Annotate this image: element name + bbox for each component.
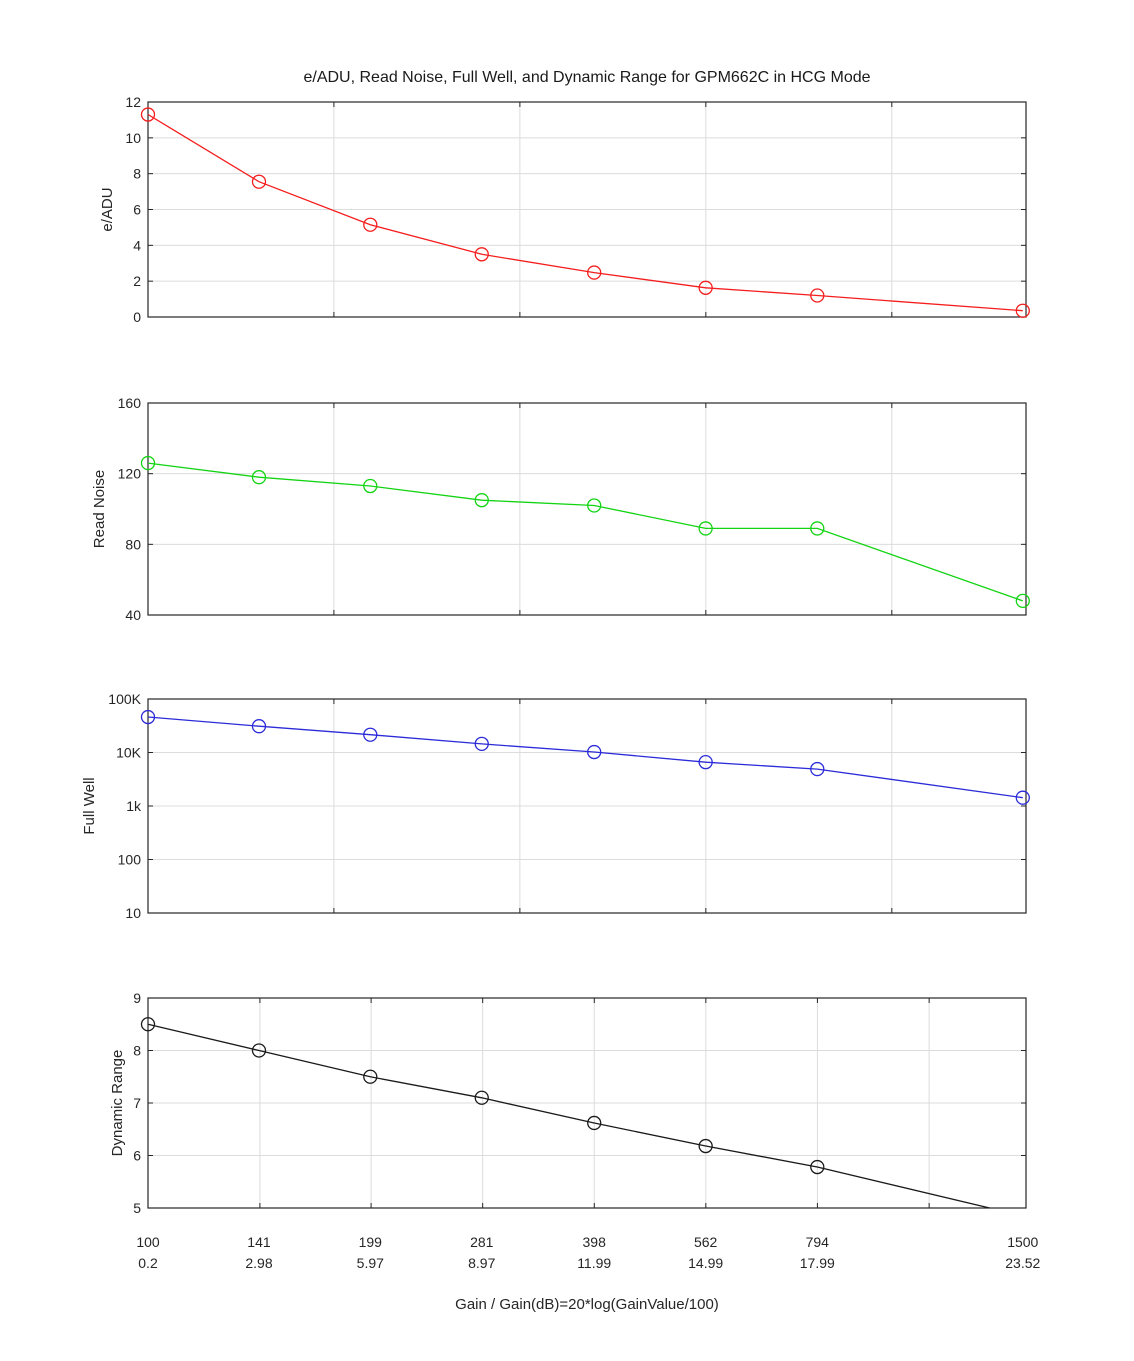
subplot-read-noise: 40 80 120 160 Read Noise	[91, 395, 1030, 623]
y-tick-label: 8	[133, 1043, 141, 1059]
marker-read-noise	[251, 470, 267, 485]
y-tick-label: 6	[133, 1148, 141, 1164]
x-tick-label-gain: 1500	[1007, 1234, 1038, 1250]
marker-eadu	[140, 107, 156, 122]
subplot-eadu: 0 2 4 6 8 10 12 e/ADU	[99, 94, 1030, 325]
marker-dynamic-range	[587, 1115, 602, 1131]
y-tick-label: 8	[133, 166, 141, 182]
marker-full-well	[810, 761, 825, 777]
y-tick-label: 7	[133, 1095, 141, 1111]
marker-full-well	[363, 727, 378, 742]
y-tick-label: 6	[133, 202, 141, 218]
y-tick-label: 10	[125, 905, 141, 921]
marker-eadu	[251, 174, 267, 189]
subplot-dynamic-range: 5 6 7 8 9 Dynamic Range	[109, 990, 1027, 1216]
series-line-dynamic-range	[147, 1023, 990, 1209]
y-tick-label: 10K	[116, 745, 142, 761]
chart-title: e/ADU, Read Noise, Full Well, and Dynami…	[303, 69, 871, 86]
marker-full-well	[140, 709, 156, 725]
y-tick-label: 1k	[126, 798, 142, 814]
y-axis-title-dynamic-range: Dynamic Range	[109, 1050, 126, 1157]
y-tick-label: 12	[125, 94, 141, 110]
x-tick-label-gain: 562	[694, 1234, 718, 1250]
y-tick-label: 80	[125, 536, 141, 552]
marker-read-noise	[1015, 593, 1030, 609]
y-tick-label: 100	[118, 852, 142, 868]
x-tick-label-db: 11.99	[577, 1255, 611, 1271]
marker-read-noise	[810, 521, 825, 536]
x-tick-label-db: 5.97	[357, 1255, 384, 1271]
marker-dynamic-range	[698, 1138, 713, 1154]
x-tick-label-db: 14.99	[688, 1255, 723, 1271]
x-tick-label-db: 23.52	[1005, 1255, 1040, 1271]
y-tick-label: 2	[133, 273, 141, 289]
y-axis-title-eadu: e/ADU	[99, 187, 116, 231]
marker-read-noise	[363, 478, 378, 494]
x-tick-label-db: 2.98	[245, 1255, 272, 1271]
marker-read-noise	[140, 455, 156, 471]
marker-dynamic-range	[810, 1159, 825, 1175]
marker-read-noise	[698, 521, 713, 536]
x-tick-label-gain: 199	[359, 1234, 383, 1250]
x-tick-label-gain: 281	[470, 1234, 494, 1250]
marker-eadu	[698, 280, 713, 295]
marker-eadu	[474, 247, 489, 262]
x-tick-label-db: 0.2	[138, 1255, 158, 1271]
y-tick-label: 0	[133, 309, 141, 325]
y-tick-label: 120	[118, 466, 142, 482]
axes-box	[147, 402, 1027, 616]
marker-full-well	[587, 744, 602, 760]
marker-eadu	[587, 265, 602, 280]
series-line-read-noise	[147, 462, 1024, 602]
y-tick-label: 10	[125, 130, 141, 146]
marker-eadu	[1015, 303, 1030, 318]
x-tick-label-db: 8.97	[468, 1255, 495, 1271]
x-tick-label-gain: 100	[136, 1234, 160, 1250]
x-tick-label-gain: 794	[806, 1234, 830, 1250]
series-line-eadu	[147, 113, 1023, 312]
y-tick-label: 5	[133, 1200, 141, 1216]
marker-dynamic-range	[474, 1090, 489, 1105]
marker-read-noise	[587, 498, 602, 513]
marker-dynamic-range	[140, 1017, 156, 1032]
y-tick-label: 9	[133, 990, 141, 1006]
marker-full-well	[698, 755, 713, 770]
y-tick-label: 4	[133, 237, 141, 253]
y-axis-title-full-well: Full Well	[81, 777, 98, 834]
x-tick-label-gain: 141	[247, 1234, 271, 1250]
series-line-full-well	[147, 716, 1023, 799]
y-axis-title-read-noise: Read Noise	[91, 470, 108, 548]
x-tick-labels: 100 0.2 141 2.98 199 5.97 281 8.97 398 11.99 562 14…	[136, 1234, 1040, 1271]
y-tick-label: 160	[118, 395, 142, 411]
marker-full-well	[1015, 790, 1030, 805]
x-tick-label-db: 17.99	[800, 1255, 835, 1271]
marker-eadu	[363, 217, 378, 232]
x-axis-title: Gain / Gain(dB)=20*log(GainValue/100)	[455, 1296, 719, 1313]
marker-full-well	[251, 719, 267, 734]
subplot-full-well: 10 100 1k 10K 100K Full Well	[81, 691, 1030, 921]
y-tick-label: 100K	[108, 691, 141, 707]
y-tick-label: 40	[125, 607, 141, 623]
marker-full-well	[474, 736, 489, 752]
marker-eadu	[810, 288, 825, 303]
marker-read-noise	[474, 493, 489, 508]
marker-dynamic-range	[363, 1069, 378, 1084]
marker-dynamic-range	[251, 1043, 267, 1058]
x-tick-label-gain: 398	[583, 1234, 607, 1250]
